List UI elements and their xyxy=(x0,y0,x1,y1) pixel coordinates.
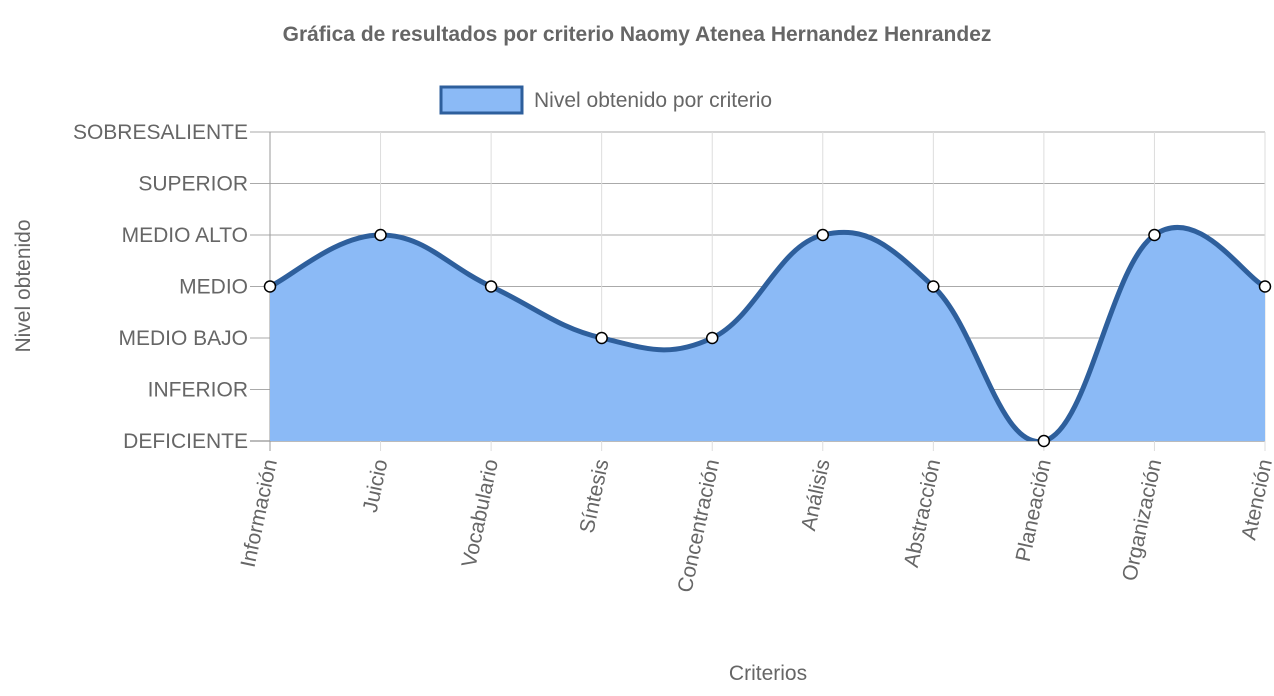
y-tick-label: MEDIO xyxy=(179,276,248,299)
legend-label: Nivel obtenido por criterio xyxy=(534,89,772,112)
data-point[interactable] xyxy=(816,228,830,242)
x-tick-label: Atención xyxy=(1237,457,1274,542)
x-tick-label: Juicio xyxy=(359,457,393,514)
data-point[interactable] xyxy=(263,280,277,293)
y-axis: DEFICIENTE INFERIOR MEDIO BAJO MEDIO MEDIO A… xyxy=(73,121,248,453)
data-point[interactable] xyxy=(1037,434,1051,448)
y-tick-label: INFERIOR xyxy=(148,379,248,402)
data-point[interactable] xyxy=(595,331,608,345)
y-axis-title: Nivel obtenido xyxy=(12,219,35,352)
x-tick-label: Concentración xyxy=(673,457,724,594)
x-tick-label: Análisis xyxy=(797,457,835,533)
y-tick-label: SOBRESALIENTE xyxy=(73,121,248,144)
data-point[interactable] xyxy=(705,331,719,345)
y-tick-label: SUPERIOR xyxy=(138,173,248,196)
x-axis-title: Criterios xyxy=(729,662,807,685)
x-tick-label: Planeación xyxy=(1012,457,1056,563)
y-tick-label: MEDIO BAJO xyxy=(118,327,248,350)
area-fill xyxy=(270,227,1265,441)
data-point[interactable] xyxy=(927,280,940,293)
series-line xyxy=(270,224,1265,441)
x-tick-label: Síntesis xyxy=(576,457,614,535)
y-tick-label: DEFICIENTE xyxy=(123,430,248,453)
data-point[interactable] xyxy=(374,228,387,242)
legend[interactable]: Nivel obtenido por criterio xyxy=(439,85,772,115)
series-points xyxy=(263,228,1272,448)
x-tick-label: Organización xyxy=(1118,457,1166,583)
series-area xyxy=(270,224,1265,441)
x-tick-label: Información xyxy=(237,457,282,569)
x-tick-label: Vocabulario xyxy=(458,457,503,569)
x-tick-label: Abstracción xyxy=(900,457,945,569)
x-axis: Información Juicio Vocabulario Síntesis Conc… xyxy=(237,457,1274,594)
data-point[interactable] xyxy=(1148,228,1161,242)
data-point[interactable] xyxy=(484,280,498,293)
data-point[interactable] xyxy=(1258,280,1272,293)
legend-swatch xyxy=(439,85,524,115)
chart-title: Gráfica de resultados por criterio Naomy… xyxy=(283,23,992,46)
y-tick-label: MEDIO ALTO xyxy=(122,224,248,247)
